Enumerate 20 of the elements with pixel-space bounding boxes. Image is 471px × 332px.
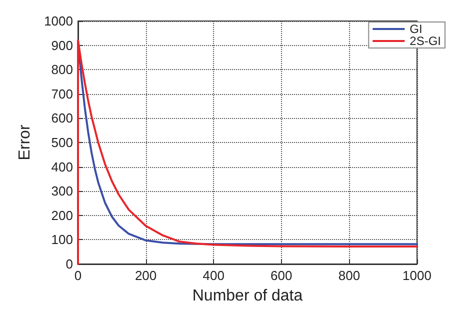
legend-label: GI xyxy=(410,22,422,36)
y-tick-label: 300 xyxy=(51,184,73,199)
x-tick-label: 400 xyxy=(202,268,224,283)
y-tick-label: 1000 xyxy=(44,14,73,28)
y-tick-label: 800 xyxy=(51,62,73,78)
y-tick-label: 100 xyxy=(51,232,73,248)
x-tick-label: 1000 xyxy=(402,268,432,283)
y-tick-label: 500 xyxy=(51,135,73,150)
y-tick-label: 400 xyxy=(51,159,73,174)
x-tick-label: 200 xyxy=(134,268,157,283)
y-tick-label: 0 xyxy=(66,256,73,272)
y-tick-label: 200 xyxy=(51,208,73,223)
y-tick-label: 900 xyxy=(51,38,73,53)
y-tick-label: 600 xyxy=(51,110,73,126)
x-axis-title: Number of data xyxy=(192,288,303,304)
y-axis-title: Error xyxy=(16,124,34,160)
legend-label: 2S-GI xyxy=(410,34,441,48)
x-tick-label: 600 xyxy=(270,268,292,283)
x-tick-label: 800 xyxy=(338,268,360,283)
y-tick-label: 700 xyxy=(51,86,73,102)
